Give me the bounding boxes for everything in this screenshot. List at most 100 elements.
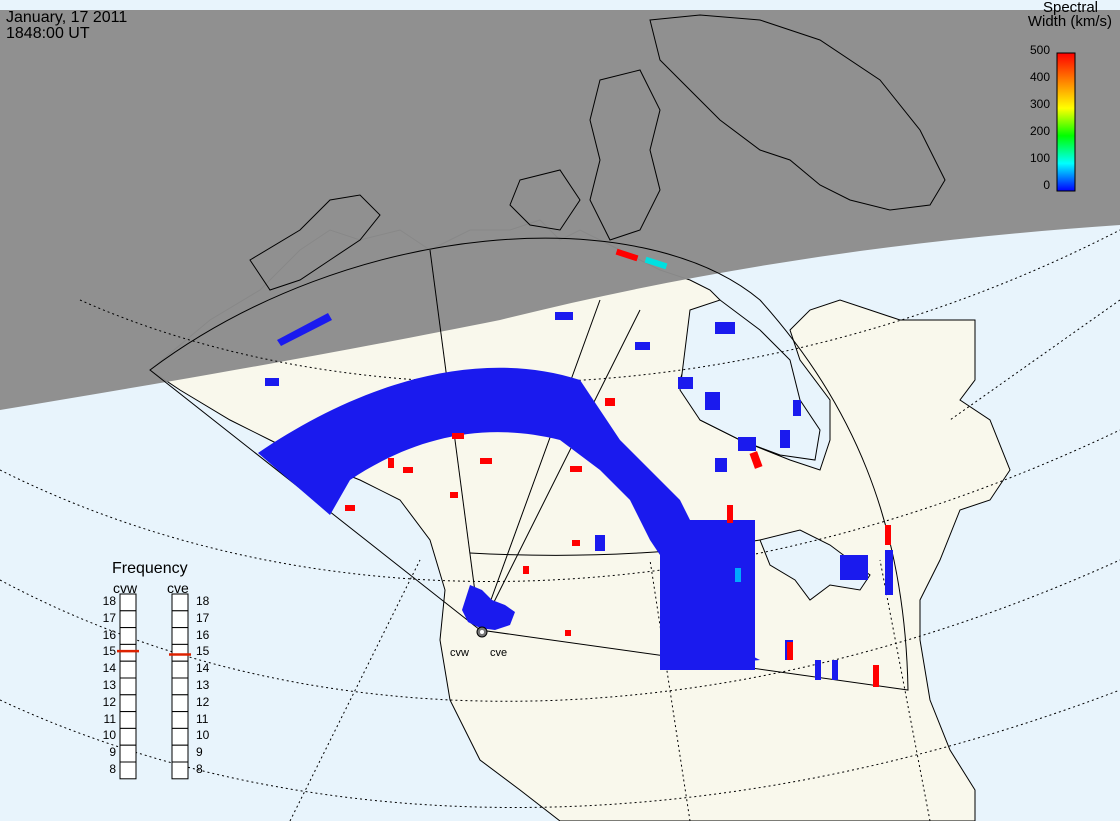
frequency-tick-label: 15 [102, 644, 116, 659]
great-lakes [759, 529, 871, 601]
red-echo [523, 566, 529, 574]
echo-patch [738, 437, 756, 451]
cvw-gauge [117, 593, 139, 780]
frequency-cell [171, 677, 189, 696]
colorbar-title-unit: Width (km/s) [1027, 13, 1112, 30]
colorbar-tick: 300 [1029, 97, 1050, 111]
red-echo [388, 458, 394, 468]
frequency-cell [119, 744, 137, 763]
red-echo [572, 540, 580, 546]
frequency-tick-label: 8 [109, 762, 116, 776]
red-echo [480, 458, 492, 464]
frequency-cell [171, 694, 189, 713]
frequency-cell [171, 660, 189, 679]
echo-patch [840, 555, 868, 580]
frequency-cell [119, 711, 137, 729]
red-echo [452, 433, 464, 439]
echo-patch [815, 660, 821, 680]
echo-patch [635, 342, 650, 350]
echo-patch [678, 377, 693, 389]
radar-site-marker [480, 630, 484, 634]
frequency-cell [119, 610, 137, 629]
red-echo [615, 248, 639, 262]
frequency-tick-label: 16 [196, 627, 210, 642]
night-region [0, 10, 1120, 410]
graticule [0, 229, 1120, 821]
frequency-cell [171, 627, 189, 645]
red-echo [565, 630, 571, 636]
red-echo [345, 505, 355, 511]
echo-patch [715, 458, 727, 472]
frequency-gauges [117, 593, 191, 780]
frequency-cell [171, 761, 189, 780]
red-echo [873, 665, 879, 687]
time-label: 1848:00 UT [6, 25, 90, 42]
frequency-cell [119, 593, 137, 612]
frequency-cell [171, 727, 189, 746]
echo-patch [265, 378, 279, 386]
arctic-islands-outline [249, 69, 661, 291]
colorbar-title: Spectral [1042, 0, 1098, 16]
echo-near-range [462, 585, 515, 630]
cvw-label: cvw [113, 580, 138, 596]
red-echo [605, 398, 615, 406]
colorbar-tick: 500 [1029, 43, 1050, 57]
frequency-cell [171, 711, 189, 729]
frequency-tick-label: 17 [102, 610, 116, 625]
echo-patch [780, 430, 790, 448]
frequency-tick-label: 8 [196, 762, 203, 776]
frequency-tick-label: 9 [109, 745, 116, 760]
red-echo [403, 467, 413, 473]
site-label-cvw: cvw [450, 647, 469, 659]
frequency-tick-label: 14 [196, 661, 210, 676]
frequency-tick-label: 13 [196, 678, 210, 692]
frequency-tick-label: 18 [196, 594, 210, 608]
frequency-cell [119, 660, 137, 679]
red-echo [450, 492, 458, 498]
echo-patch [705, 392, 720, 410]
greenland-outline [649, 14, 946, 211]
frequency-cell [119, 643, 137, 662]
cyan-echo [644, 256, 668, 270]
colorbar-tick: 0 [1043, 178, 1050, 192]
echo-patch [832, 660, 838, 680]
red-echo [749, 451, 763, 469]
colorbar-tick: 400 [1029, 70, 1050, 84]
frequency-cell [119, 727, 137, 746]
radar-sites [476, 626, 488, 638]
frequency-cell [171, 643, 189, 662]
frequency-tick-label: 9 [196, 745, 203, 760]
frequency-tick-label: 14 [102, 661, 116, 676]
frequency-tick-label: 10 [196, 728, 210, 743]
frequency-cell [171, 593, 189, 612]
frequency-tick-label: 11 [103, 711, 116, 726]
frequency-cell [119, 694, 137, 713]
echo-patch [885, 550, 893, 595]
frequency-tick-label: 16 [102, 627, 116, 642]
frequency-tick-label: 11 [196, 711, 209, 726]
frequency-cell [171, 744, 189, 763]
colorbar-tick: 200 [1029, 124, 1050, 138]
frequency-tick-label: 18 [102, 594, 116, 608]
echo-patch [595, 535, 605, 551]
red-echo [570, 466, 582, 472]
frequency-tick-label: 13 [102, 678, 116, 692]
colorbar [1056, 52, 1076, 192]
frequency-title: Frequency [112, 560, 188, 577]
frequency-tick-label: 17 [196, 610, 210, 625]
echo-patch [555, 312, 573, 320]
backscatter-echoes [258, 312, 893, 680]
frequency-cell [171, 610, 189, 629]
red-echo [727, 505, 733, 523]
high-width-echoes [345, 248, 891, 687]
frequency-tick-label: 10 [102, 728, 116, 743]
frequency-tick-label: 12 [196, 694, 210, 709]
frequency-cell [119, 761, 137, 780]
date-label: January, 17 2011 [6, 9, 128, 26]
hudson-bay [679, 299, 821, 461]
frequency-tick-label: 15 [196, 644, 210, 659]
echo-patch [660, 520, 755, 670]
site-label-cve: cve [490, 647, 508, 659]
red-echo [787, 642, 793, 660]
colorbar-tick: 100 [1029, 151, 1050, 165]
